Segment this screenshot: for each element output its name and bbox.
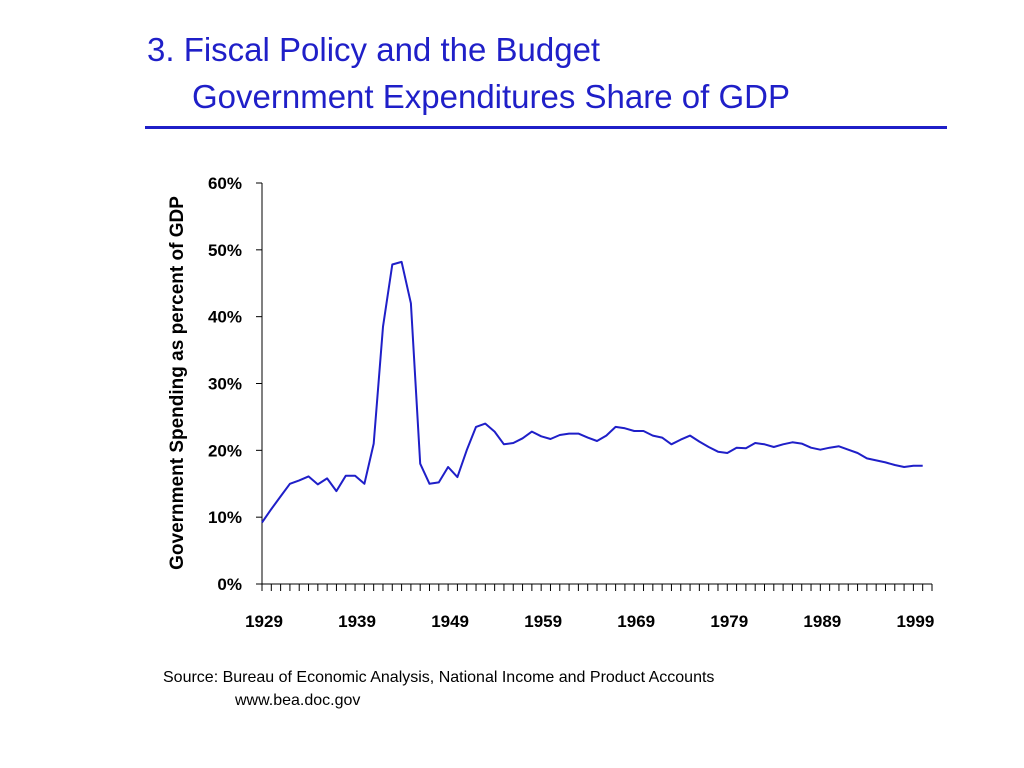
source-url: www.bea.doc.gov [235, 692, 361, 709]
source-note: Source: Bureau of Economic Analysis, Nat… [163, 669, 715, 686]
x-tick-label: 1949 [431, 612, 469, 631]
slide-title-line-2: Government Expenditures Share of GDP [192, 78, 790, 115]
y-tick-label: 40% [208, 308, 242, 327]
slide-title-line-1: 3. Fiscal Policy and the Budget [147, 31, 601, 68]
y-axis-label: Government Spending as percent of GDP [167, 196, 188, 570]
x-tick-label: 1989 [803, 612, 841, 631]
y-tick-label: 20% [208, 441, 242, 460]
chart-plot-area [261, 260, 923, 524]
x-tick-label: 1969 [617, 612, 655, 631]
chart-axes [256, 182, 933, 591]
x-tick-label: 1929 [245, 612, 283, 631]
x-tick-label: 1939 [338, 612, 376, 631]
x-tick-label: 1959 [524, 612, 562, 631]
y-tick-label: 0% [217, 575, 242, 594]
title-divider [145, 126, 947, 129]
y-tick-label: 50% [208, 241, 242, 260]
y-tick-label: 10% [208, 508, 242, 527]
series-line-0 [261, 260, 923, 524]
y-tick-label: 60% [208, 174, 242, 193]
y-tick-label: 30% [208, 375, 242, 394]
chart-tick-labels: 0% 10% 20% 30% 40% 50% 60% 1929 1939 1949 1959 1969… [208, 174, 934, 631]
x-tick-label: 1979 [710, 612, 748, 631]
x-tick-label: 1999 [896, 612, 934, 631]
